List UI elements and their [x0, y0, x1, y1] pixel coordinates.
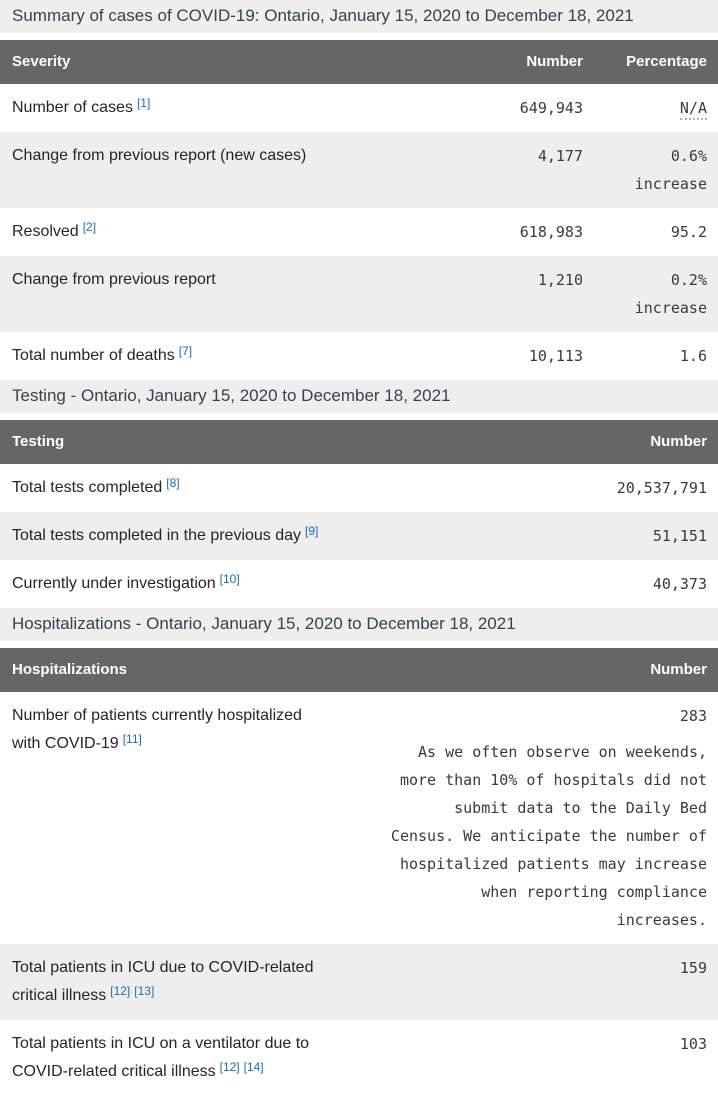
row-label: Total patients in ICU on a ventilator du…	[12, 1035, 310, 1080]
row-label-cell: Number of cases [1]	[0, 84, 450, 132]
table-caption: Testing - Ontario, January 15, 2020 to D…	[0, 380, 718, 413]
testing-table: Testing Number Total tests completed [8] 20,…	[0, 420, 718, 608]
table-section-testing: Testing - Ontario, January 15, 2020 to D…	[0, 380, 718, 608]
number-value-cell: 10,113	[450, 332, 594, 380]
table-row: Total number of deaths [7] 10,113 1.6	[0, 332, 718, 380]
table-row: Number of patients currently hospitalize…	[0, 692, 718, 944]
number-value-cell: 20,537,791	[450, 464, 718, 512]
number-value-cell: 649,943	[450, 84, 594, 132]
column-header-label: Hospitalizations	[0, 648, 330, 692]
column-header-number: Number	[450, 40, 594, 84]
percentage-value: 95.2	[670, 223, 707, 241]
column-header-label: Severity	[0, 40, 450, 84]
hospitalizations-table: Hospitalizations Number Number of patients…	[0, 648, 718, 1096]
percentage-value-cell: 1.6	[594, 332, 718, 380]
row-label-cell: Currently under investigation [10]	[0, 560, 450, 608]
percentage-value: 0.6% increase	[634, 147, 707, 193]
row-label-cell: Change from previous report	[0, 256, 450, 332]
percentage-value: 0.2% increase	[634, 271, 707, 317]
footnote-ref-link[interactable]: [9]	[305, 524, 319, 538]
table-row: Resolved [2] 618,983 95.2	[0, 208, 718, 256]
number-value: 10,113	[528, 347, 583, 365]
number-value: 4,177	[537, 147, 583, 165]
row-label: Total tests completed	[12, 479, 163, 496]
number-value: 103	[679, 1035, 707, 1053]
row-label-cell: Total tests completed [8]	[0, 464, 450, 512]
reporting-note: As we often observe on weekends, more th…	[390, 743, 707, 929]
footnote-ref-link[interactable]: [1]	[136, 96, 151, 110]
footnote-ref-link[interactable]: [11]	[122, 732, 142, 746]
percentage-value-cell: 0.6% increase	[594, 132, 718, 208]
table-row: Total tests completed [8] 20,537,791	[0, 464, 718, 512]
number-value: 159	[679, 959, 707, 977]
percentage-value-cell: 95.2	[594, 208, 718, 256]
row-label: Total patients in ICU due to COVID-relat…	[12, 959, 314, 1004]
header-row: Testing Number	[0, 420, 718, 464]
table-row: Number of cases [1] 649,943 N/A	[0, 84, 718, 132]
number-value-cell: 283 As we often observe on weekends, more…	[330, 692, 718, 944]
table-section-hospitalizations: Hospitalizations - Ontario, January 15, …	[0, 608, 718, 1096]
footnote-ref-link[interactable]: [13]	[134, 984, 155, 998]
number-value-cell: 159	[330, 944, 718, 1020]
row-label-cell: Resolved [2]	[0, 208, 450, 256]
row-label: Total number of deaths	[12, 347, 175, 364]
table-row: Change from previous report (new cases) 4…	[0, 132, 718, 208]
footnote-ref-link[interactable]: [12]	[219, 1060, 240, 1074]
row-label: Currently under investigation	[12, 575, 216, 592]
number-value-cell: 4,177	[450, 132, 594, 208]
number-value: 283	[679, 707, 707, 725]
header-row: Severity Number Percentage	[0, 40, 718, 84]
percentage-value-cell: 0.2% increase	[594, 256, 718, 332]
column-header-label: Testing	[0, 420, 450, 464]
number-value: 40,373	[652, 575, 707, 593]
table-row: Total patients in ICU due to COVID-relat…	[0, 944, 718, 1020]
footnote-ref-link[interactable]: [7]	[178, 344, 193, 358]
row-label-cell: Total number of deaths [7]	[0, 332, 450, 380]
number-value-cell: 51,151	[450, 512, 718, 560]
number-value-cell: 1,210	[450, 256, 594, 332]
column-header-number: Percentage	[594, 40, 718, 84]
row-label: Number of cases	[12, 99, 133, 116]
row-label: Resolved	[12, 223, 79, 240]
row-label: Change from previous report	[12, 271, 216, 288]
footnote-ref-link[interactable]: [14]	[243, 1060, 264, 1074]
not-applicable-value[interactable]: N/A	[679, 99, 707, 120]
number-value: 1,210	[537, 271, 583, 289]
footnote-ref-link[interactable]: [10]	[219, 572, 240, 586]
row-label: Change from previous report (new cases)	[12, 147, 307, 164]
number-value: 618,983	[519, 223, 583, 241]
table-row: Total tests completed in the previous da…	[0, 512, 718, 560]
footnote-ref-link[interactable]: [12]	[110, 984, 131, 998]
table-caption: Summary of cases of COVID-19: Ontario, J…	[0, 0, 718, 33]
number-value-cell: 618,983	[450, 208, 594, 256]
number-value: 649,943	[519, 99, 583, 117]
number-value-cell: 103	[330, 1020, 718, 1096]
column-header-number: Number	[330, 648, 718, 692]
table-caption: Hospitalizations - Ontario, January 15, …	[0, 608, 718, 641]
row-label-cell: Total patients in ICU due to COVID-relat…	[0, 944, 330, 1020]
number-value: 51,151	[652, 527, 707, 545]
table-row: Change from previous report 1,210 0.2% inc…	[0, 256, 718, 332]
number-value-cell: 40,373	[450, 560, 718, 608]
row-label: Number of patients currently hospitalize…	[12, 707, 302, 752]
header-row: Hospitalizations Number	[0, 648, 718, 692]
row-label-cell: Total tests completed in the previous da…	[0, 512, 450, 560]
row-label-cell: Total patients in ICU on a ventilator du…	[0, 1020, 330, 1096]
percentage-value-cell: N/A	[594, 84, 718, 132]
table-row: Total patients in ICU on a ventilator du…	[0, 1020, 718, 1096]
table-row: Currently under investigation [10] 40,373	[0, 560, 718, 608]
row-label-cell: Change from previous report (new cases)	[0, 132, 450, 208]
number-value: 20,537,791	[616, 479, 707, 497]
cases-summary-table: Severity Number Percentage Number of cases[…	[0, 40, 718, 380]
footnote-ref-link[interactable]: [8]	[166, 476, 180, 490]
percentage-value: 1.6	[679, 347, 707, 365]
footnote-ref-link[interactable]: [2]	[82, 220, 97, 234]
column-header-number: Number	[450, 420, 718, 464]
table-section-cases-summary: Summary of cases of COVID-19: Ontario, J…	[0, 0, 718, 380]
row-label-cell: Number of patients currently hospitalize…	[0, 692, 330, 944]
row-label: Total tests completed in the previous da…	[12, 527, 302, 544]
